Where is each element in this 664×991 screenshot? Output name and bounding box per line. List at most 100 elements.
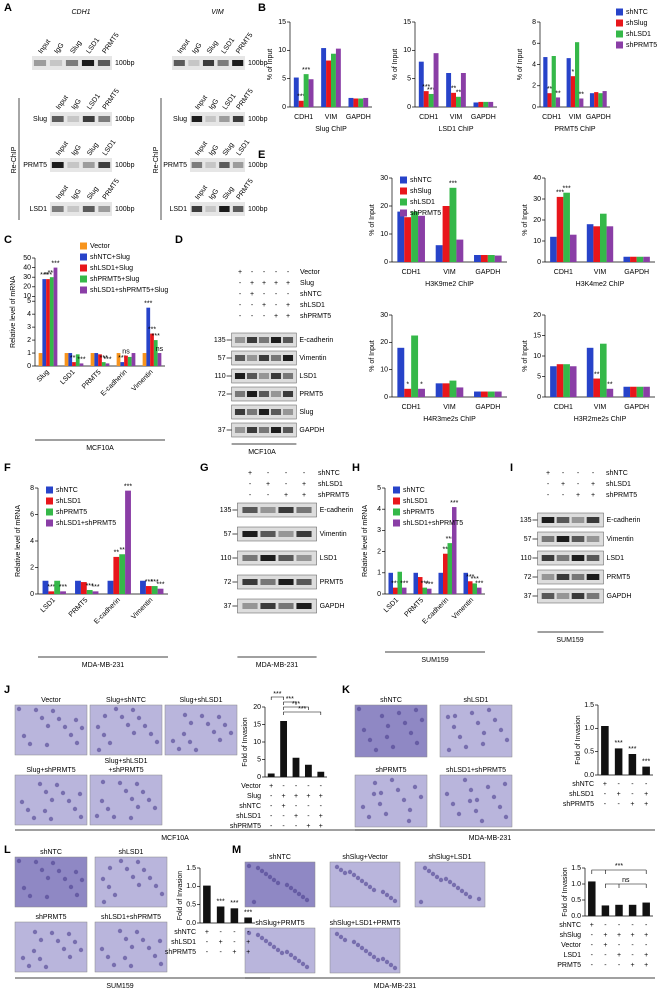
cell-stain — [446, 747, 452, 753]
significance-label: *** — [615, 740, 623, 747]
x-tick-label: E-cadherin — [100, 369, 129, 398]
cell-stain — [148, 731, 154, 737]
bar — [550, 236, 557, 262]
condition-sign: - — [251, 313, 254, 320]
bar — [413, 572, 418, 594]
bar — [90, 353, 95, 366]
x-tick-label: CDH1 — [419, 114, 438, 121]
bar — [623, 256, 631, 262]
gel-band — [232, 60, 244, 66]
condition-sign: + — [302, 481, 306, 488]
y-tick-label: 2 — [377, 548, 381, 555]
condition-sign: + — [302, 492, 306, 499]
significance-bracket — [591, 869, 647, 874]
lane-label: LSD1 — [85, 37, 101, 55]
cell-stain — [134, 781, 140, 787]
cell-stain — [351, 872, 357, 878]
x-tick-label: GAPDH — [624, 404, 649, 411]
y-tick-label: 4 — [27, 311, 31, 318]
condition-sign: - — [247, 929, 250, 936]
cell-stain — [199, 713, 205, 719]
y-tick-label: 1.0 — [571, 881, 581, 888]
significance-label: *** — [144, 301, 152, 308]
significance-label: *** — [391, 580, 399, 587]
x-tick-label: GAPDH — [624, 269, 649, 276]
panel-letter: A — [4, 2, 12, 14]
blot-band — [260, 507, 276, 513]
cell-stain — [450, 801, 456, 807]
cell-stain — [54, 782, 60, 788]
gel-band — [82, 162, 95, 168]
blot-band — [586, 536, 600, 542]
gel-band — [219, 206, 230, 212]
cell-stain — [79, 877, 85, 883]
legend-swatch — [393, 519, 400, 527]
cell-stain — [78, 814, 84, 820]
condition-sign: - — [618, 962, 621, 969]
cell-stain — [355, 942, 361, 948]
cell-stain — [136, 882, 142, 888]
bar — [447, 543, 452, 594]
cell-stain — [367, 951, 373, 957]
legend-label: Vector — [90, 243, 111, 250]
cell-line: MCF10A — [248, 449, 276, 456]
x-tick-label: E-cadherin — [93, 597, 122, 626]
condition-label: shNTC — [174, 929, 196, 936]
cell-stain — [451, 882, 457, 888]
cell-stain — [122, 955, 128, 961]
blot-band — [234, 355, 246, 361]
y-axis-label: Relative level of mRNA — [10, 276, 17, 348]
y-tick-label: 5 — [407, 76, 411, 83]
bar — [267, 773, 275, 777]
cell-stain — [107, 865, 113, 871]
significance-label: ** — [451, 86, 457, 93]
gel-band — [219, 162, 230, 168]
y-axis-label: Fold of Invasion — [177, 871, 184, 921]
significance-label: *** — [217, 898, 225, 905]
cell-stain — [371, 887, 377, 893]
cell-stain — [78, 947, 84, 953]
gel-band — [98, 116, 111, 122]
condition-sign: + — [274, 280, 278, 287]
cell-line: SUM159 — [106, 983, 133, 990]
gel-band — [33, 60, 47, 66]
band-label: GAPDH — [320, 603, 345, 610]
image-caption: shLSD1 — [464, 697, 489, 704]
x-tick-label: GAPDH — [471, 114, 496, 121]
cell-stain — [246, 863, 252, 869]
bar — [433, 53, 439, 107]
cell-stain — [408, 730, 414, 736]
chart-title: H3R2me2s ChIP — [574, 416, 627, 423]
y-tick-label: 1.0 — [584, 725, 594, 732]
blot-band — [282, 409, 294, 415]
blot-band — [246, 373, 258, 379]
x-tick-label: E-cadherin — [421, 597, 450, 626]
condition-sign: + — [590, 922, 594, 929]
x-tick-label: LSD1 — [383, 597, 400, 614]
bar — [363, 97, 369, 107]
cell-stain — [147, 875, 153, 881]
bar — [601, 726, 609, 775]
bar — [98, 354, 102, 366]
bar — [119, 554, 126, 594]
bar — [563, 364, 570, 397]
cell-stain — [502, 781, 508, 787]
legend-swatch — [80, 242, 87, 250]
bar — [598, 93, 603, 107]
cell-stain — [347, 869, 353, 875]
microscopy-image — [94, 856, 168, 908]
bar — [487, 255, 495, 262]
significance-label: *** — [59, 584, 67, 591]
bar — [579, 98, 584, 107]
bar — [600, 343, 607, 397]
bar — [146, 307, 151, 366]
bar — [589, 93, 595, 107]
significance-label: *** — [152, 333, 160, 340]
cell-stain — [48, 816, 54, 822]
cell-stain — [100, 779, 106, 785]
cell-stain — [113, 706, 119, 712]
bar — [397, 347, 405, 397]
blot-band — [571, 517, 585, 523]
condition-sign: - — [307, 803, 310, 810]
condition-sign: - — [239, 302, 242, 309]
